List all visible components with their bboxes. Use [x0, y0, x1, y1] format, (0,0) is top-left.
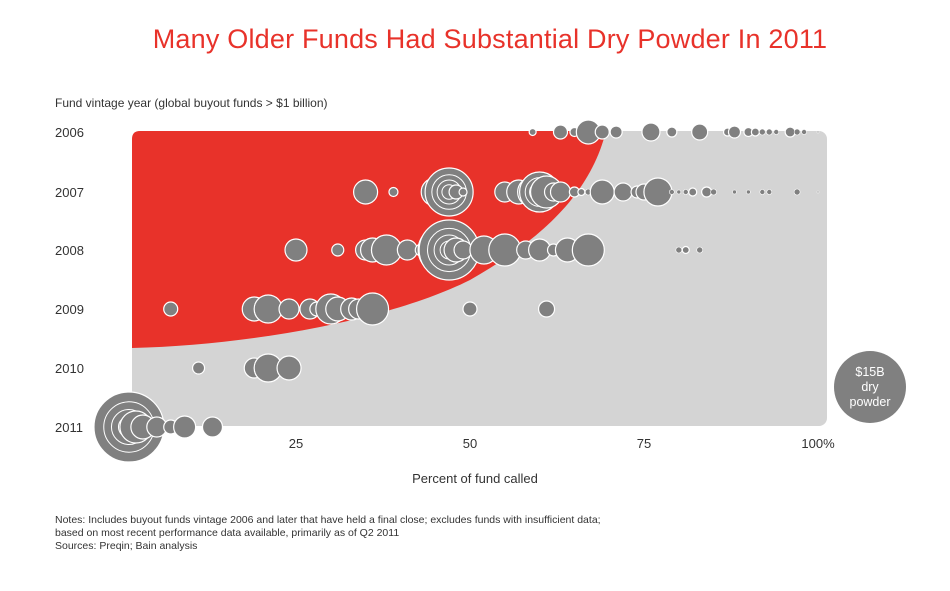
fund-bubble-2007-17 — [613, 182, 633, 202]
fund-bubble-2008-20 — [681, 245, 690, 255]
fund-bubble-2006-16 — [784, 126, 796, 138]
year-label-2010: 2010 — [55, 361, 84, 376]
fund-bubble-2010-0 — [191, 361, 206, 375]
fund-bubble-2007-28 — [746, 189, 751, 195]
fund-bubble-2007-1 — [388, 186, 399, 198]
year-label-2008: 2008 — [55, 243, 84, 258]
fund-bubble-2008-18 — [571, 233, 605, 267]
year-label-2007: 2007 — [55, 185, 84, 200]
x-axis-label: Percent of fund called — [412, 471, 538, 486]
notes-line-2: based on most recent performance data av… — [55, 527, 400, 539]
fund-bubble-2007-21 — [669, 189, 675, 195]
fund-bubble-2007-29 — [759, 189, 766, 195]
y-tick-labels: 2006 2007 2008 2009 2010 2011 — [55, 125, 84, 435]
fund-bubble-2009-12 — [537, 300, 556, 318]
fund-bubble-2007-27 — [732, 189, 737, 195]
sources-line: Sources: Preqin; Bain analysis — [55, 540, 198, 552]
fund-bubble-2006-1 — [552, 124, 569, 140]
fund-bubble-2009-0 — [163, 301, 179, 317]
fund-bubble-2009-10 — [355, 292, 390, 326]
fund-bubble-2007-23 — [682, 189, 689, 195]
chart-title: Many Older Funds Had Substantial Dry Pow… — [152, 24, 828, 54]
fund-bubble-2006-15 — [773, 129, 780, 135]
x-tick-25: 25 — [289, 436, 303, 451]
fund-bubble-2006-8 — [691, 123, 709, 141]
fund-bubble-2007-25 — [701, 186, 713, 198]
fund-bubble-2006-7 — [666, 126, 678, 138]
year-label-2011: 2011 — [55, 420, 83, 435]
fund-bubble-2006-5 — [609, 125, 623, 139]
legend-amount: $15B — [855, 364, 885, 379]
fund-bubble-2011-6 — [201, 416, 224, 438]
x-tick-100: 100% — [801, 436, 835, 451]
x-tick-labels: 25 50 75 100% — [289, 436, 835, 451]
fund-bubble-2006-18 — [801, 129, 807, 135]
fund-bubble-2008-13 — [488, 233, 522, 267]
fund-bubble-2006-4 — [594, 124, 610, 140]
fund-bubble-2007-24 — [688, 187, 698, 197]
fund-bubble-2011-5 — [173, 415, 197, 439]
fund-bubble-2006-19 — [816, 130, 820, 134]
fund-bubble-2007-30 — [766, 189, 773, 195]
fund-bubble-2008-0 — [284, 238, 308, 262]
fund-bubble-2006-12 — [750, 127, 760, 137]
fund-bubble-2006-6 — [641, 122, 661, 142]
y-axis-label: Fund vintage year (global buyout funds >… — [55, 96, 328, 110]
fund-bubble-2007-31 — [793, 188, 801, 196]
fund-bubble-2007-32 — [816, 190, 820, 194]
fund-bubble-2008-1 — [331, 243, 345, 257]
x-tick-50: 50 — [463, 436, 477, 451]
fund-bubble-2007-26 — [710, 188, 717, 196]
fund-bubble-2006-10 — [727, 125, 742, 139]
fund-bubble-2009-11 — [462, 301, 478, 317]
fund-bubble-2007-0 — [353, 179, 379, 205]
x-tick-75: 75 — [637, 436, 651, 451]
fund-bubble-2006-0 — [528, 127, 537, 137]
fund-bubble-2008-21 — [696, 246, 703, 254]
footnotes: Notes: Includes buyout funds vintage 200… — [55, 514, 601, 553]
fund-bubble-2006-13 — [759, 128, 766, 136]
fund-bubbles — [93, 119, 820, 463]
notes-line-1: Notes: Includes buyout funds vintage 200… — [55, 514, 601, 526]
fund-bubble-2006-14 — [765, 128, 773, 136]
fund-bubble-2008-6 — [396, 239, 418, 261]
legend-word-powder: powder — [849, 394, 891, 409]
fund-bubble-2007-22 — [676, 189, 682, 195]
dry-powder-size-legend: $15B dry powder — [834, 351, 906, 423]
year-label-2006: 2006 — [55, 125, 84, 140]
fund-bubble-2007-12 — [549, 181, 572, 203]
fund-bubble-2009-2 — [253, 294, 283, 324]
fund-bubble-2006-17 — [793, 128, 801, 136]
fund-bubble-2010-3 — [276, 355, 302, 381]
fund-bubble-2007-16 — [589, 179, 615, 205]
fund-bubble-2007-20 — [643, 177, 673, 207]
fund-bubble-2009-3 — [278, 298, 300, 320]
legend-word-dry: dry — [861, 379, 879, 394]
year-label-2009: 2009 — [55, 302, 84, 317]
fund-bubble-2007-14 — [577, 187, 586, 197]
fund-bubble-2008-19 — [675, 246, 683, 254]
fund-bubble-2007-5 — [458, 187, 468, 197]
